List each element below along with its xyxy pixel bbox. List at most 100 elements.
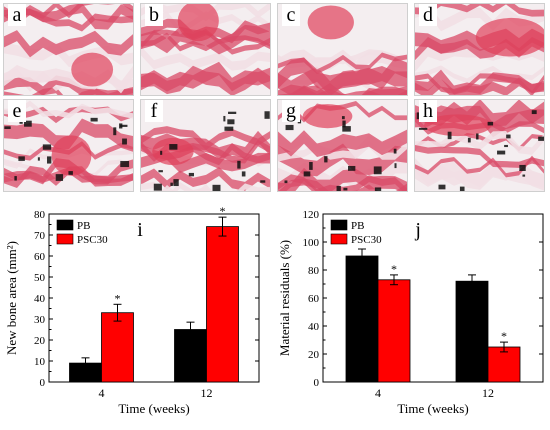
material-particle: [227, 119, 235, 125]
material-particle: [303, 171, 311, 177]
tissue-strand: [415, 130, 544, 155]
material-particle: [309, 161, 313, 170]
bone-region: [51, 135, 92, 176]
bar-pb-4: [345, 255, 379, 383]
tissue-strand: [278, 52, 407, 75]
chart-material-residuals: 0 20 40 60 80 100 120 4 * 12 * PB PSC30 j Time (weeks)…: [277, 209, 544, 416]
histology-texture: [4, 4, 133, 95]
tissue-strand: [415, 4, 544, 32]
material-particle: [122, 138, 127, 145]
bar-pb-12: [455, 280, 489, 383]
material-particle: [285, 124, 294, 131]
material-particle: [342, 126, 351, 132]
y-tick-label: 40: [34, 293, 46, 305]
tissue-strand: [278, 174, 407, 191]
y-tick-label: 20: [308, 349, 320, 361]
material-particle: [47, 156, 52, 164]
material-particle: [394, 163, 397, 169]
tissue-strand: [415, 73, 544, 95]
bone-region: [152, 137, 194, 166]
legend-label-pb: PB: [77, 220, 90, 232]
material-particle: [37, 157, 40, 161]
material-particle: [393, 148, 397, 154]
x-tick-label: 4: [99, 386, 105, 400]
bar-pb-12: [174, 329, 207, 383]
y-tick-label: 0: [40, 377, 46, 389]
material-particle: [153, 183, 162, 191]
material-particle: [90, 117, 98, 122]
bar-psc30-4: [377, 279, 411, 383]
y-tick-label: 30: [34, 314, 46, 326]
tissue-strand: [4, 4, 133, 30]
y-tick-label: 60: [308, 293, 320, 305]
tissue-strand: [415, 155, 544, 178]
material-particle: [160, 150, 163, 155]
material-particle: [173, 179, 179, 187]
chart-panel-label: i: [137, 219, 143, 241]
material-particle: [113, 127, 117, 136]
histology-image-g: g: [277, 99, 408, 192]
material-particle: [169, 144, 178, 150]
panel-label: e: [8, 100, 26, 122]
tissue-strand: [415, 69, 544, 95]
histology-image-a: a: [3, 3, 134, 96]
material-particle: [223, 115, 226, 122]
tissue-strand: [278, 49, 407, 73]
material-particle: [14, 176, 17, 181]
y-tick-label: 100: [303, 237, 320, 249]
bone-region: [71, 52, 114, 87]
y-tick-label: 20: [34, 335, 46, 347]
material-particle: [264, 111, 270, 119]
material-particle: [120, 124, 128, 127]
material-particle: [284, 180, 288, 184]
material-particle: [538, 136, 544, 141]
y-tick-label: 60: [34, 251, 46, 263]
bone-region: [424, 114, 492, 137]
tissue-strand: [141, 167, 270, 191]
material-particle: [418, 127, 428, 130]
significance-mark: *: [391, 262, 397, 276]
material-particle: [506, 134, 511, 139]
legend-swatch-psc30: [330, 233, 348, 245]
material-particle: [241, 171, 246, 177]
material-particle: [531, 110, 537, 115]
material-particle: [188, 172, 194, 177]
y-tick-label: 120: [303, 209, 320, 221]
panel-label: b: [145, 4, 163, 26]
chart-panel-label: j: [414, 219, 421, 241]
tissue-strand: [291, 86, 407, 95]
material-particle: [497, 150, 506, 155]
material-particle: [55, 174, 64, 181]
material-particle: [347, 165, 356, 171]
material-particle: [519, 164, 526, 171]
tissue-strand: [141, 65, 270, 95]
tissue-strand: [4, 30, 133, 58]
material-particle: [24, 120, 32, 127]
histology-image-d: d: [414, 3, 545, 96]
histology-image-h: h: [414, 99, 545, 192]
legend-swatch-pb: [56, 219, 74, 231]
bone-region: [302, 104, 353, 129]
tissue-strand: [415, 158, 544, 188]
tissue-strand: [4, 75, 133, 95]
y-tick-label: 80: [34, 209, 46, 221]
tissue-strand: [278, 129, 407, 157]
histology-texture: [141, 4, 270, 95]
histology-texture: [278, 100, 407, 191]
y-tick-label: 80: [308, 265, 320, 277]
y-tick-label: 40: [308, 321, 320, 333]
material-particle: [237, 160, 241, 169]
material-particle: [438, 184, 446, 190]
panel-label: c: [282, 4, 300, 26]
histology-image-b: b: [140, 3, 271, 96]
x-tick-label: 12: [482, 386, 494, 400]
panel-label: d: [419, 4, 437, 26]
legend-label-psc30: PSC30: [77, 234, 108, 246]
bar-psc30-12: [487, 346, 521, 383]
significance-mark: *: [115, 291, 121, 305]
material-particle: [324, 156, 328, 163]
x-axis-label: Time (weeks): [397, 401, 468, 416]
significance-mark: *: [220, 206, 226, 218]
tissue-strand: [415, 132, 544, 152]
significance-mark: *: [501, 329, 507, 343]
